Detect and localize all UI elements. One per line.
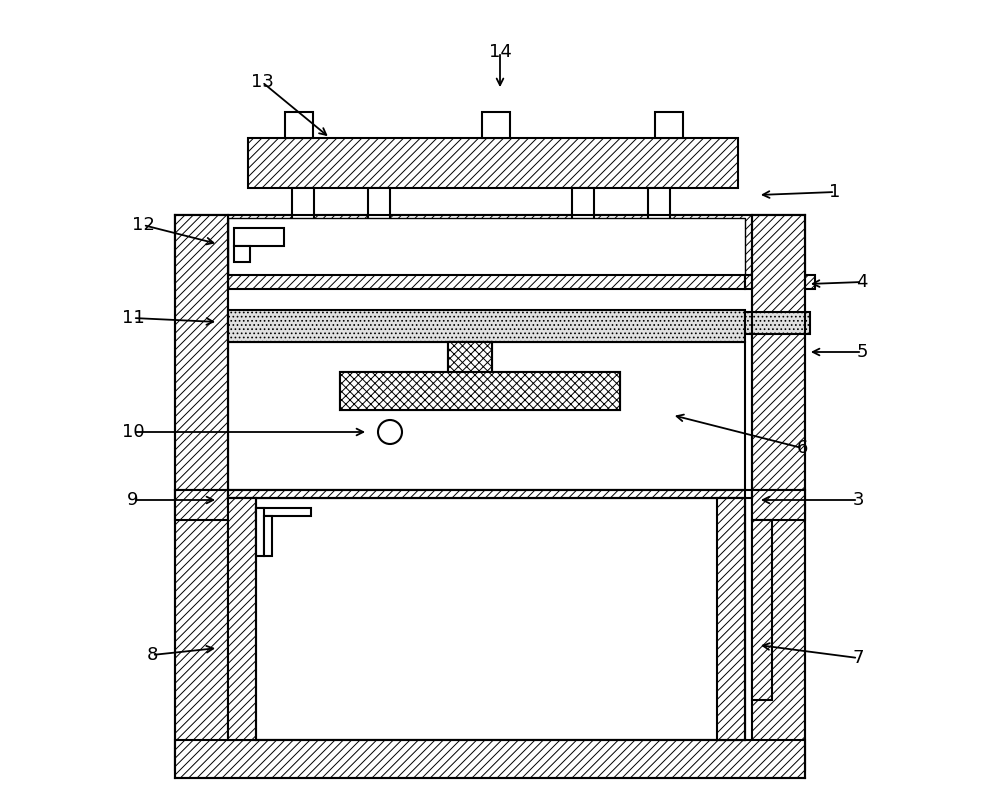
Bar	[234, 246, 250, 262]
Bar	[717, 498, 745, 740]
Bar	[448, 342, 492, 372]
Bar	[752, 490, 805, 520]
Bar	[285, 112, 313, 138]
Bar	[745, 275, 815, 289]
Bar	[745, 312, 810, 334]
Bar	[340, 372, 620, 410]
Bar	[228, 490, 745, 498]
Text: 12: 12	[132, 216, 154, 234]
Bar	[228, 498, 745, 740]
Text: 8: 8	[146, 646, 158, 664]
Bar	[175, 740, 805, 778]
Bar	[368, 188, 390, 250]
Bar	[228, 310, 745, 342]
Text: 7: 7	[852, 649, 864, 667]
Bar	[752, 215, 805, 490]
Bar	[228, 275, 745, 289]
Bar	[256, 508, 264, 556]
Bar	[175, 490, 228, 770]
Text: 11: 11	[122, 309, 144, 327]
Text: 9: 9	[127, 491, 139, 509]
Bar	[648, 188, 670, 250]
Bar	[256, 508, 311, 516]
Text: 13: 13	[251, 73, 273, 91]
Bar	[228, 218, 745, 280]
Text: 10: 10	[122, 423, 144, 441]
Bar	[292, 188, 314, 250]
Bar	[482, 112, 510, 138]
Bar	[572, 188, 594, 250]
Bar	[228, 218, 745, 280]
Bar	[655, 112, 683, 138]
Bar	[175, 215, 805, 283]
Bar	[248, 138, 738, 188]
Bar	[264, 516, 272, 556]
Bar	[752, 520, 772, 700]
Bar	[228, 498, 256, 740]
Bar	[234, 228, 284, 246]
Text: 4: 4	[856, 273, 868, 291]
Bar	[175, 215, 228, 490]
Bar	[175, 490, 228, 520]
Text: 6: 6	[796, 439, 808, 457]
Text: 5: 5	[856, 343, 868, 361]
Text: 3: 3	[852, 491, 864, 509]
Bar	[340, 372, 620, 410]
Bar	[228, 342, 745, 490]
Text: 14: 14	[489, 43, 511, 61]
Bar	[752, 490, 805, 770]
Bar	[448, 342, 492, 372]
Text: 1: 1	[829, 183, 841, 201]
